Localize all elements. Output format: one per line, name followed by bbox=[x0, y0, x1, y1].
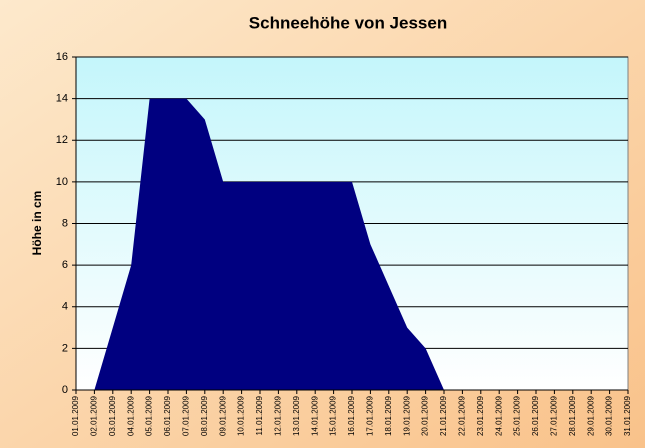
x-tick-label: 04.01.2009 bbox=[126, 395, 135, 436]
y-axis-label: Höhe in cm bbox=[30, 191, 44, 256]
x-tick-label: 11.01.2009 bbox=[255, 395, 264, 435]
x-tick-label: 15.01.2009 bbox=[329, 395, 338, 436]
x-tick-label: 27.01.2009 bbox=[550, 395, 559, 436]
x-tick-label: 24.01.2009 bbox=[494, 395, 503, 436]
x-tick-label: 19.01.2009 bbox=[402, 395, 411, 436]
x-tick-label: 30.01.2009 bbox=[605, 395, 614, 436]
y-tick-label: 12 bbox=[56, 134, 68, 146]
x-tick-label: 01.01.2009 bbox=[71, 395, 80, 436]
y-tick-label: 2 bbox=[62, 342, 68, 354]
x-tick-label: 18.01.2009 bbox=[384, 395, 393, 436]
y-tick-label: 14 bbox=[56, 93, 68, 105]
x-tick-label: 28.01.2009 bbox=[568, 395, 577, 436]
y-tick-label: 10 bbox=[56, 176, 68, 188]
x-tick-label: 17.01.2009 bbox=[366, 395, 375, 436]
x-tick-label: 29.01.2009 bbox=[586, 395, 595, 436]
chart-title: Schneehöhe von Jessen bbox=[249, 13, 447, 32]
x-tick-label: 21.01.2009 bbox=[439, 395, 448, 436]
area bbox=[76, 98, 628, 390]
x-tick-label: 02.01.2009 bbox=[90, 395, 99, 436]
x-tick-label: 08.01.2009 bbox=[200, 395, 209, 436]
x-tick-label: 09.01.2009 bbox=[218, 395, 227, 436]
y-tick-label: 8 bbox=[62, 217, 68, 229]
x-tick-label: 16.01.2009 bbox=[347, 395, 356, 436]
x-tick-label: 22.01.2009 bbox=[458, 395, 467, 436]
y-tick-label: 6 bbox=[62, 259, 68, 271]
x-tick-label: 20.01.2009 bbox=[421, 395, 430, 436]
x-tick-label: 31.01.2009 bbox=[623, 395, 632, 436]
x-tick-label: 12.01.2009 bbox=[274, 395, 283, 436]
x-tick-label: 14.01.2009 bbox=[310, 395, 319, 436]
x-tick-label: 05.01.2009 bbox=[145, 395, 154, 436]
x-tick-label: 26.01.2009 bbox=[531, 395, 540, 436]
x-tick-label: 06.01.2009 bbox=[163, 395, 172, 436]
x-tick-label: 07.01.2009 bbox=[182, 395, 191, 436]
y-tick-label: 0 bbox=[62, 384, 68, 396]
x-tick-label: 23.01.2009 bbox=[476, 395, 485, 436]
x-tick-label: 10.01.2009 bbox=[237, 395, 246, 436]
x-tick-label: 03.01.2009 bbox=[108, 395, 117, 436]
y-tick-label: 4 bbox=[62, 301, 68, 313]
y-tick-label: 16 bbox=[56, 51, 68, 63]
x-tick-label: 25.01.2009 bbox=[513, 395, 522, 436]
x-tick-label: 13.01.2009 bbox=[292, 395, 301, 436]
